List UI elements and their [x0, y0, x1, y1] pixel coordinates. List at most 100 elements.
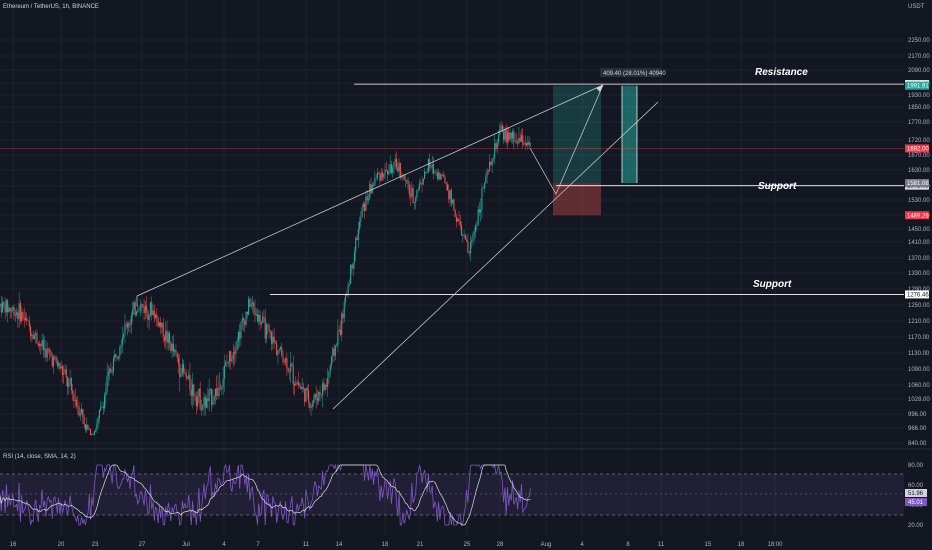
candle-body: [443, 175, 445, 177]
candle-body: [155, 314, 157, 318]
candle-body: [63, 372, 65, 375]
candle-body: [375, 177, 377, 179]
candle-body: [56, 361, 58, 366]
candle-body: [459, 221, 461, 226]
candle-body: [355, 237, 357, 253]
measure-tool[interactable]: 409.40 (28.01%) 40940: [600, 68, 666, 77]
price-tick-label: 1410.00: [908, 240, 930, 246]
candle-body: [93, 431, 95, 435]
candle-body: [253, 302, 255, 308]
time-tick-label: 28: [497, 542, 504, 548]
candle-body: [50, 351, 52, 357]
candle-body: [116, 357, 118, 358]
candle-body: [508, 132, 510, 141]
candle-body: [38, 344, 41, 346]
candle-body: [296, 381, 298, 384]
candle-body: [254, 307, 256, 316]
candle-body: [250, 304, 252, 307]
candle-body: [309, 402, 311, 408]
candle-body: [306, 388, 308, 391]
candle-body: [432, 164, 435, 174]
candle-body: [333, 348, 335, 356]
projection-path: [529, 84, 604, 195]
candle-body: [404, 179, 406, 181]
candle-body: [436, 172, 438, 179]
candle-body: [151, 302, 153, 315]
candle-body: [102, 406, 104, 409]
candle-body: [14, 314, 16, 316]
candle-body: [179, 363, 181, 378]
support-upper-text: Support: [758, 181, 797, 192]
candle-body: [337, 331, 339, 346]
candle-body: [223, 365, 225, 379]
candle-body: [274, 342, 276, 344]
position-box[interactable]: [553, 85, 638, 216]
candle-body: [413, 202, 415, 204]
drawings[interactable]: [136, 83, 904, 410]
candle-body: [189, 374, 191, 390]
time-tick-label: Jul: [182, 542, 190, 548]
rsi-pane[interactable]: RSI (14, close, SMA, 14, 2) 80.0060.0040…: [0, 448, 932, 529]
candle-body: [18, 303, 20, 320]
candle-body: [181, 364, 183, 375]
candle-body: [268, 324, 270, 331]
candle-body: [87, 424, 89, 430]
candle-body: [265, 324, 268, 339]
candle-body: [7, 300, 9, 313]
candle-body: [353, 252, 355, 263]
candle-body: [188, 374, 190, 379]
candle-body: [310, 406, 312, 408]
candle-body: [191, 384, 194, 396]
candle-body: [417, 189, 419, 190]
candle-body: [330, 356, 333, 366]
candle-body: [123, 334, 125, 338]
candle-body: [170, 342, 172, 352]
time-axis[interactable]: 16 20 23 27 Jul 4 7 11 14 18 21 25 28 Aug 4 8 11 15 18 18:0…: [10, 542, 784, 548]
price-tick-label: 966.00: [908, 426, 927, 432]
candle-body: [494, 143, 496, 158]
candle-body: [427, 159, 429, 172]
candle-body: [126, 323, 129, 328]
candle-body: [54, 356, 56, 358]
candle-body: [384, 169, 386, 175]
candle-body: [439, 172, 441, 180]
candle-body: [336, 345, 338, 346]
candle-body: [524, 142, 526, 145]
candle-body: [206, 398, 208, 408]
candle-body: [271, 332, 273, 344]
candle-body: [403, 174, 405, 180]
time-tick-label: 8: [626, 542, 630, 548]
candle-body: [515, 141, 517, 142]
candle-body: [248, 298, 250, 315]
candle-body: [362, 203, 364, 208]
candle-body: [23, 318, 25, 320]
candle-body: [231, 358, 233, 362]
candle-body: [232, 352, 234, 359]
candle-body: [91, 434, 93, 436]
candle-body: [260, 322, 262, 325]
candle-body: [203, 397, 205, 405]
candle-body: [343, 301, 345, 318]
candle-body: [167, 333, 169, 343]
candle-body: [342, 313, 344, 318]
rsi-lines: [0, 463, 531, 527]
candle-body: [448, 190, 450, 200]
candle-body: [79, 413, 81, 416]
candle-body: [194, 395, 196, 398]
candle-body: [466, 239, 468, 242]
candle-body: [328, 371, 330, 378]
candle-body: [480, 209, 482, 213]
candle-body: [263, 316, 265, 318]
loss-zone: [553, 183, 601, 216]
candle-body: [300, 386, 302, 390]
candle-body: [320, 395, 322, 396]
candle-body: [222, 378, 224, 387]
time-tick-label: 16: [10, 542, 17, 548]
candle-body: [89, 429, 92, 436]
candle-body: [519, 137, 521, 142]
candle-body: [228, 351, 231, 362]
time-tick-label: 4: [222, 542, 226, 548]
price-tick-label: 1090.00: [908, 367, 930, 373]
candle-body: [325, 385, 327, 387]
